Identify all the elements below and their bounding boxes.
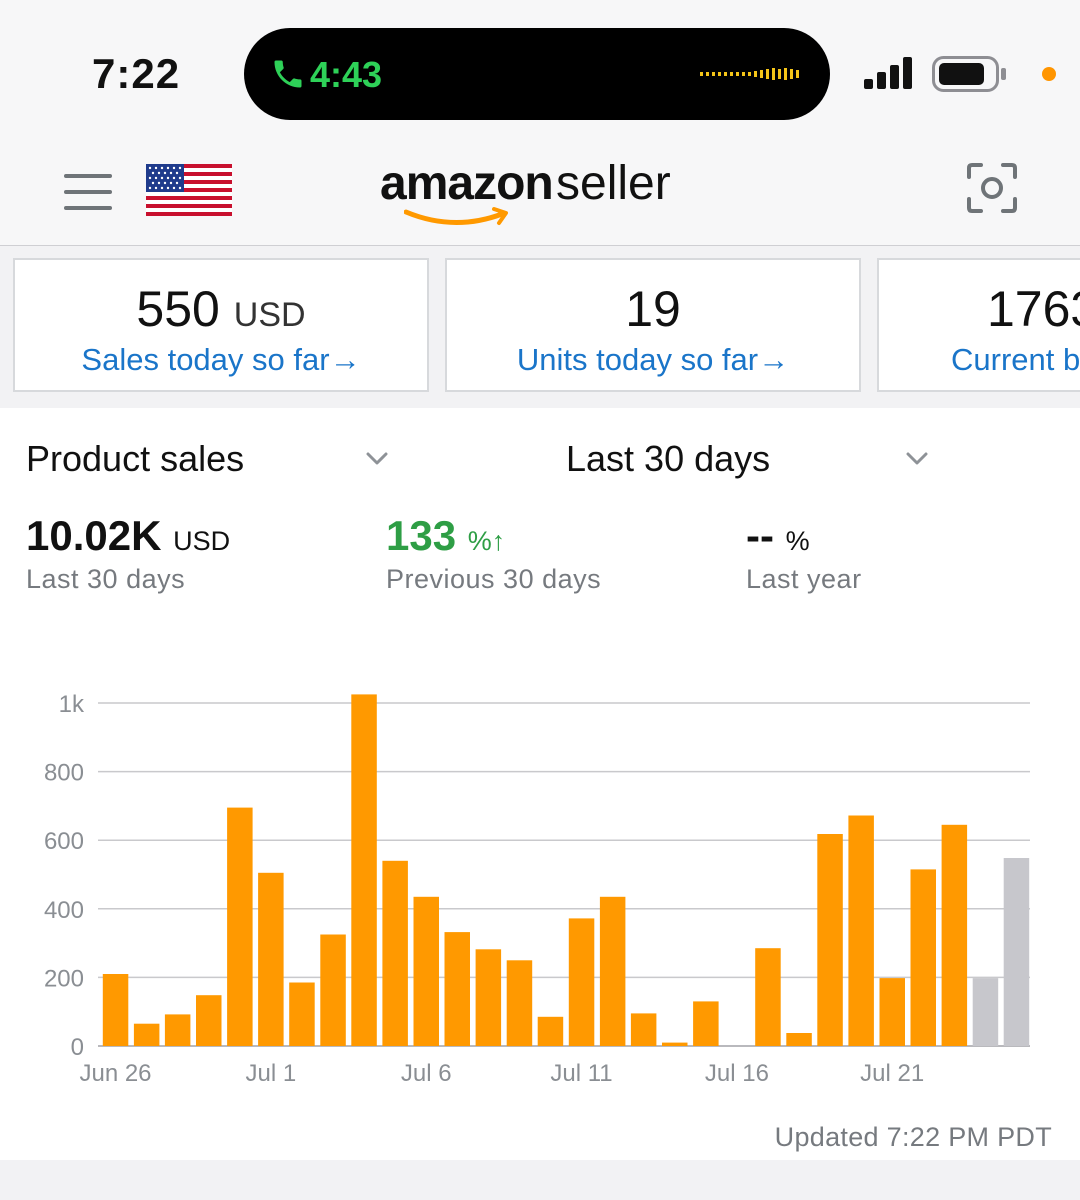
stat-previous-label: Previous 30 days: [386, 564, 602, 594]
card-link-units-today[interactable]: Units today so far→: [516, 342, 790, 377]
stat-last-year-label: Last year: [746, 564, 862, 594]
chart-bar[interactable]: [102, 974, 129, 1046]
stat-total-label: Last 30 days: [26, 564, 186, 594]
hamburger-menu-icon[interactable]: [64, 174, 112, 210]
sales-bar-chart[interactable]: 0 200 400 600 800 1k Jun 26 Jul 1 Jul 6 Jul 11 Jul…: [0, 638, 1080, 1098]
sales-chart-panel: Product sales Last 30 days 10.02K USD La…: [0, 408, 1080, 1160]
chart-bar[interactable]: [351, 694, 377, 1046]
stat-last-year-change: -- %: [746, 512, 810, 559]
metric-cards-carousel[interactable]: 550 USD Sales today so far→ 19 Units tod…: [0, 246, 1080, 408]
y-tick-label: 600: [44, 828, 84, 855]
chart-bar[interactable]: [599, 896, 626, 1046]
chart-bar[interactable]: [972, 978, 999, 1046]
updated-timestamp: Updated 7:22 PM PDT: [774, 1122, 1052, 1152]
amazon-smile-icon: [404, 207, 508, 226]
y-tick-label: 400: [44, 897, 84, 924]
logo-word-seller: seller: [556, 157, 671, 210]
x-tick-label: Jun 26: [79, 1060, 151, 1087]
chart-bar[interactable]: [879, 978, 906, 1046]
chart-bar[interactable]: [164, 1014, 191, 1046]
app-header: amazon seller: [0, 140, 1080, 246]
dynamic-island-call[interactable]: 4:43: [244, 28, 830, 120]
chart-bar[interactable]: [289, 982, 315, 1047]
chart-bar[interactable]: [817, 834, 843, 1046]
metric-dropdown-value: Product sales: [26, 438, 245, 479]
arrow-up-icon: ↑: [491, 526, 506, 556]
y-tick-label: 200: [44, 965, 84, 992]
arrow-right-icon: →: [758, 342, 790, 377]
x-tick-label: Jul 6: [401, 1060, 452, 1087]
period-dropdown-value: Last 30 days: [566, 438, 771, 479]
chart-bar[interactable]: [848, 815, 874, 1047]
card-link-sales-today[interactable]: Sales today so far→: [81, 342, 361, 377]
chart-bar[interactable]: [196, 995, 222, 1046]
us-flag-icon[interactable]: [146, 164, 232, 216]
chart-bar[interactable]: [693, 1001, 719, 1046]
y-tick-label: 0: [71, 1034, 84, 1061]
metric-dropdown[interactable]: Product sales: [26, 438, 396, 488]
chart-bar[interactable]: [382, 860, 408, 1046]
card-link-current[interactable]: Current b: [951, 342, 1080, 377]
phone-icon: [274, 60, 302, 88]
status-bar: 7:22 4:43: [0, 0, 1080, 140]
stat-previous-change: 133 %↑: [386, 512, 506, 559]
chart-bar[interactable]: [755, 948, 781, 1046]
card-value: 19: [625, 281, 681, 337]
chart-bar[interactable]: [227, 807, 253, 1046]
status-time: 7:22: [92, 50, 181, 97]
cellular-signal-icon: [864, 57, 912, 89]
chart-bar[interactable]: [786, 1033, 812, 1046]
scan-icon[interactable]: [966, 162, 1018, 214]
x-tick-label: Jul 21: [860, 1060, 924, 1087]
arrow-right-icon: →: [329, 342, 361, 377]
logo-word-amazon: amazon: [380, 157, 554, 210]
card-current-balance[interactable]: 1763 Current b: [877, 258, 1080, 392]
chart-bar[interactable]: [941, 824, 968, 1046]
y-tick-label: 800: [44, 760, 84, 787]
audio-waveform-icon: [700, 68, 799, 80]
call-duration: 4:43: [310, 54, 383, 95]
battery-icon: [932, 56, 1006, 92]
chart-bar[interactable]: [444, 932, 471, 1046]
privacy-indicator-dot: [1042, 67, 1056, 81]
chart-bar[interactable]: [475, 949, 502, 1046]
x-tick-label: Jul 16: [705, 1060, 769, 1087]
card-value: 1763: [987, 281, 1080, 337]
chart-bar[interactable]: [537, 1016, 564, 1046]
stat-total-sales: 10.02K USD: [26, 512, 231, 559]
chevron-down-icon: [366, 452, 388, 465]
y-tick-label: 1k: [59, 691, 85, 718]
chart-bar[interactable]: [630, 1013, 657, 1046]
card-units-today[interactable]: 19 Units today so far→: [445, 258, 861, 392]
chart-bar[interactable]: [1003, 858, 1030, 1046]
x-tick-label: Jul 11: [550, 1060, 612, 1087]
chart-bar[interactable]: [910, 869, 937, 1046]
footer-strip: [0, 1160, 1080, 1200]
x-tick-label: Jul 1: [246, 1060, 297, 1087]
period-dropdown[interactable]: Last 30 days: [566, 438, 936, 488]
chart-bar[interactable]: [568, 918, 595, 1046]
chart-bar[interactable]: [506, 960, 533, 1047]
chart-bar[interactable]: [413, 896, 440, 1046]
chart-bar[interactable]: [258, 872, 284, 1046]
chart-bar[interactable]: [662, 1042, 688, 1046]
chevron-down-icon: [906, 452, 928, 465]
card-sales-today[interactable]: 550 USD Sales today so far→: [13, 258, 429, 392]
chart-bar[interactable]: [320, 934, 346, 1047]
amazon-seller-logo: amazon seller: [380, 150, 710, 230]
card-value: 550 USD: [136, 281, 306, 337]
chart-bar[interactable]: [133, 1023, 160, 1046]
